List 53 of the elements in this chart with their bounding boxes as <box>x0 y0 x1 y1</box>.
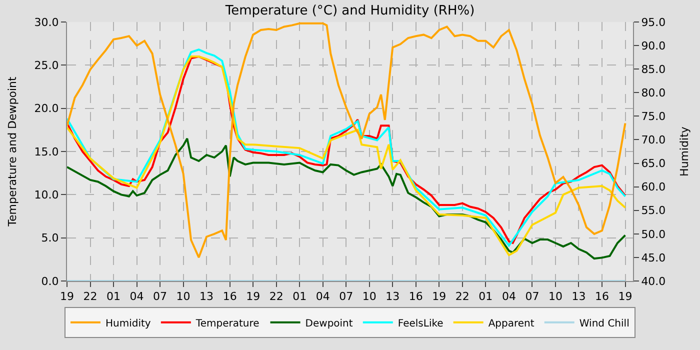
x-tick-label: 16 <box>408 290 423 304</box>
x-tick-label: 16 <box>594 290 609 304</box>
x-tick-label: 22 <box>455 290 470 304</box>
y-tick-label: 25.0 <box>34 59 59 72</box>
legend-label: Apparent <box>488 318 534 330</box>
y-tick-label: 15.0 <box>34 145 59 158</box>
legend-label: Humidity <box>106 318 151 330</box>
x-tick-label: 13 <box>572 290 586 304</box>
legend-label: Temperature <box>194 318 260 330</box>
x-tick-label: 04 <box>130 290 144 304</box>
y2-tick-label: 65.0 <box>641 157 666 170</box>
x-tick-label: 22 <box>269 290 284 304</box>
x-tick-label: 16 <box>222 290 237 304</box>
y2-tick-label: 45.0 <box>641 251 666 264</box>
y2-tick-label: 90.0 <box>641 39 666 52</box>
chart-title: Temperature (°C) and Humidity (RH%) <box>224 3 475 18</box>
y-tick-label: 20.0 <box>34 102 59 116</box>
y2-tick-label: 95.0 <box>641 16 666 29</box>
x-tick-label: 10 <box>362 290 376 304</box>
y-axis-title: Temperature and Dewpoint <box>6 76 19 228</box>
x-tick-label: 19 <box>618 290 632 304</box>
x-tick-label: 19 <box>432 290 446 304</box>
y2-tick-label: 55.0 <box>641 204 666 218</box>
legend-label: Wind Chill <box>579 318 630 330</box>
y2-tick-label: 40.0 <box>641 274 666 288</box>
y-tick-label: 30.0 <box>34 16 59 29</box>
y-tick-label: 10.0 <box>34 188 59 202</box>
x-tick-label: 01 <box>106 290 121 304</box>
x-tick-label: 13 <box>200 290 214 304</box>
y2-tick-label: 60.0 <box>641 180 666 194</box>
y2-tick-label: 70.0 <box>641 134 666 147</box>
legend-label: FeelsLike <box>398 318 444 330</box>
y-tick-label: 5.0 <box>41 232 59 245</box>
x-tick-label: 22 <box>83 290 98 304</box>
x-tick-label: 07 <box>339 290 354 304</box>
x-tick-label: 07 <box>153 290 168 304</box>
y-tick-label: 0.0 <box>41 274 59 288</box>
y2-tick-label: 85.0 <box>641 62 666 76</box>
x-tick-label: 04 <box>502 290 516 304</box>
x-tick-label: 10 <box>176 290 190 304</box>
legend-label: Dewpoint <box>305 318 353 330</box>
x-tick-label: 07 <box>525 290 540 304</box>
x-tick-label: 19 <box>246 290 260 304</box>
y2-tick-label: 75.0 <box>641 110 666 124</box>
y2-tick-label: 50.0 <box>641 228 666 241</box>
x-tick-label: 10 <box>548 290 562 304</box>
y2-axis-title: Humidity <box>678 126 691 176</box>
x-tick-label: 01 <box>478 290 493 304</box>
x-tick-label: 04 <box>316 290 330 304</box>
y2-tick-label: 80.0 <box>641 86 666 100</box>
x-tick-label: 13 <box>386 290 400 304</box>
x-tick-label: 19 <box>60 290 74 304</box>
x-tick-label: 01 <box>292 290 307 304</box>
